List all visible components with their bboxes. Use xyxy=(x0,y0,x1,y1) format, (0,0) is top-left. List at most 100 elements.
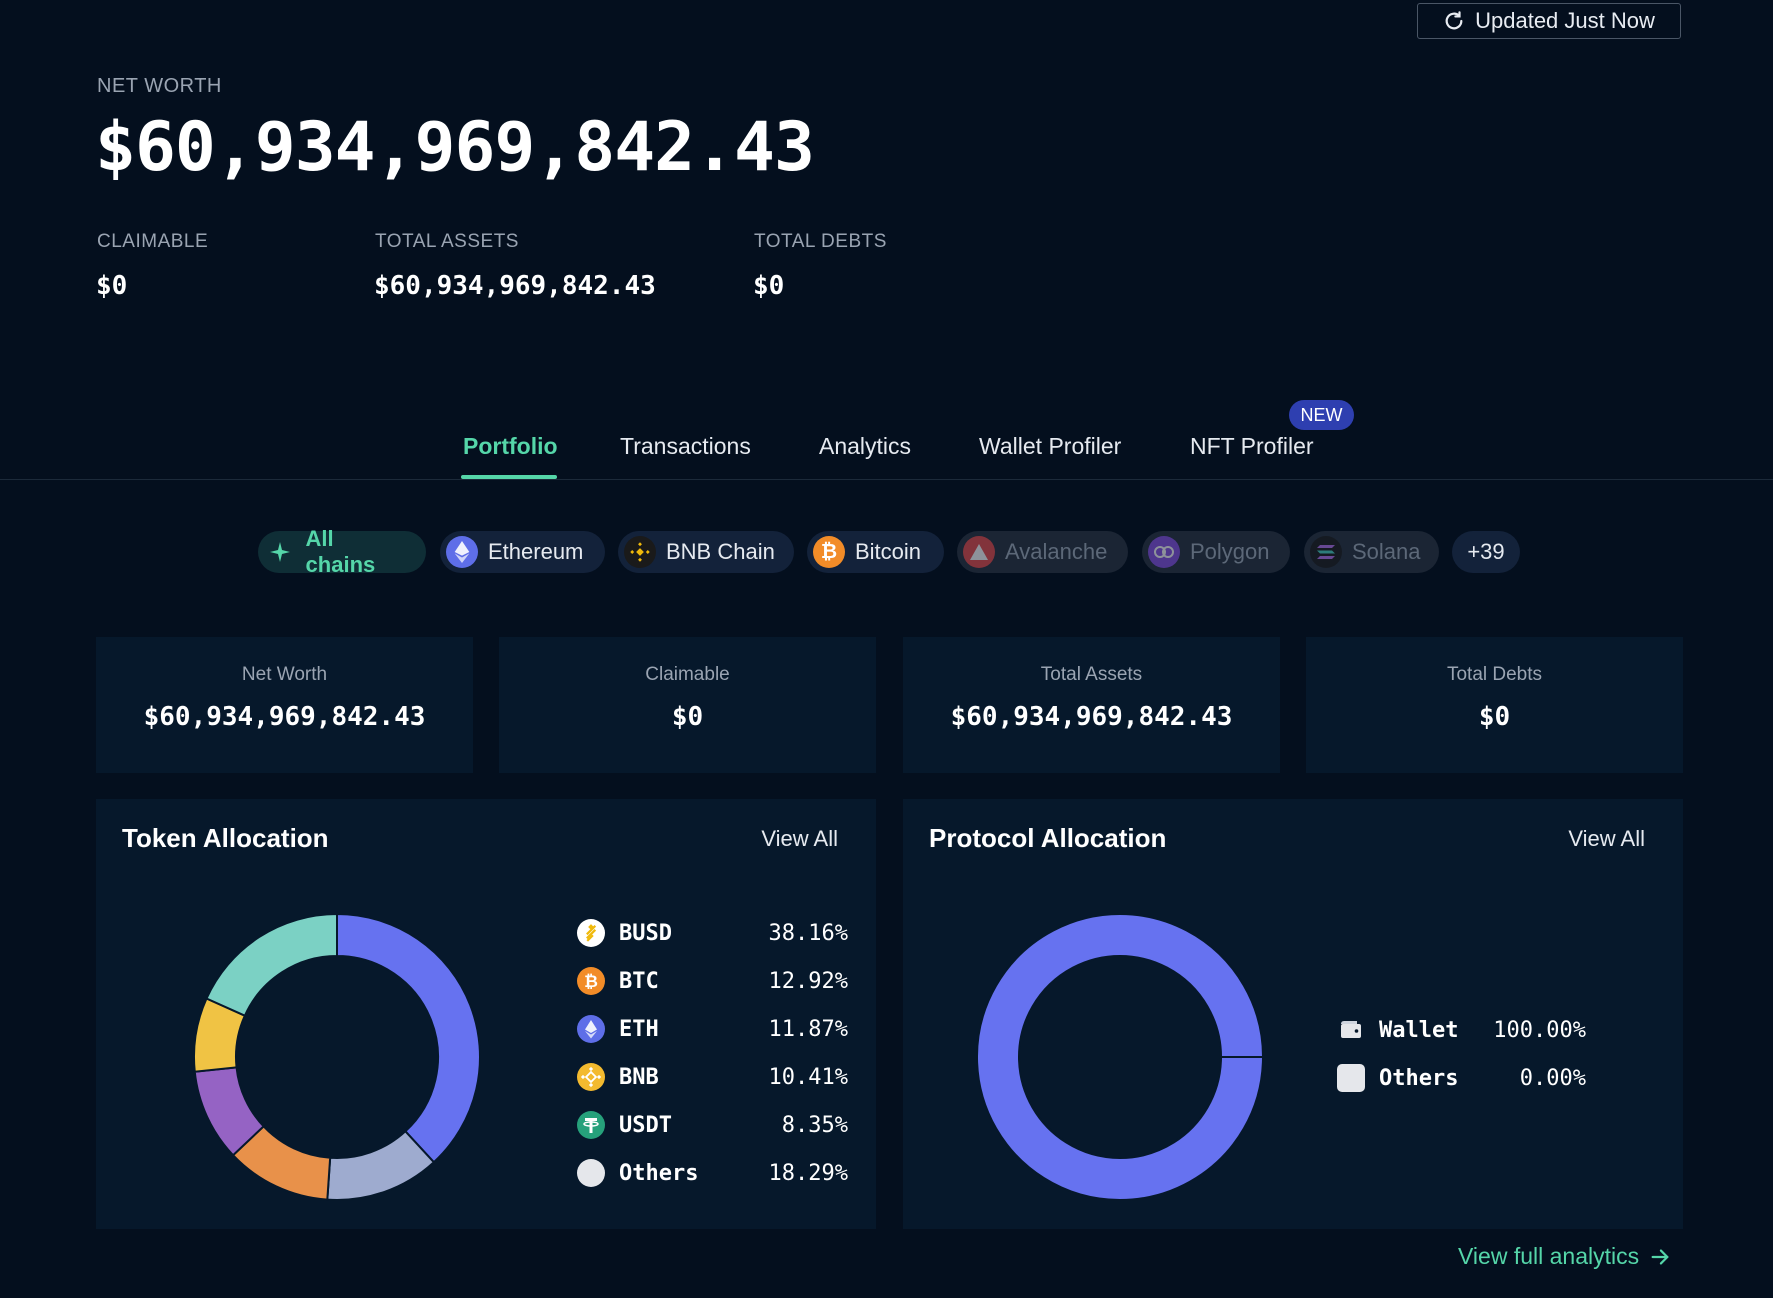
updated-just-now-button[interactable]: Updated Just Now xyxy=(1417,3,1681,39)
summary-card-total-debts: Total Debts $0 xyxy=(1306,637,1683,773)
view-full-analytics-label: View full analytics xyxy=(1458,1243,1640,1269)
token-allocation-donut xyxy=(193,912,481,1201)
legend-name: BUSD xyxy=(619,920,672,946)
view-full-analytics-link[interactable]: View full analytics xyxy=(1458,1243,1671,1270)
refresh-icon xyxy=(1445,11,1463,30)
summary-value: $0 xyxy=(671,702,704,732)
protocol-allocation-panel: Protocol Allocation View All Wallet 100.0… xyxy=(903,799,1683,1229)
busd-icon xyxy=(577,919,605,947)
token-slice-busd[interactable] xyxy=(336,912,481,1164)
wallet-icon xyxy=(1337,1016,1365,1044)
summary-label: Total Debts xyxy=(1446,664,1543,685)
protocol-slice-wallet[interactable] xyxy=(976,913,1264,1201)
tab-nft-profiler[interactable]: NFT Profiler xyxy=(1190,433,1314,459)
tab-portfolio[interactable]: Portfolio xyxy=(463,433,558,459)
bitcoin-icon: ₿ xyxy=(813,536,845,568)
summary-label: Total Assets xyxy=(1040,664,1143,685)
summary-card-claimable: Claimable $0 xyxy=(499,637,876,773)
updated-label: Updated Just Now xyxy=(1475,8,1655,33)
avalanche-icon xyxy=(963,536,995,568)
token-legend-item-usdt: USDT 8.35% xyxy=(577,1110,848,1140)
total-debts-value: $0 xyxy=(753,271,785,301)
legend-name: BNB xyxy=(619,1064,659,1090)
chain-label: Ethereum xyxy=(488,539,584,564)
protocol-allocation-view-all-link[interactable]: View All xyxy=(1568,826,1645,851)
summary-value: $0 xyxy=(1478,702,1511,732)
chain-chip-avalanche[interactable]: Avalanche xyxy=(957,531,1128,573)
total-assets-value: $60,934,969,842.43 xyxy=(374,271,656,301)
legend-percent: 11.87% xyxy=(768,1016,848,1042)
polygon-icon xyxy=(1148,536,1180,568)
tab-wallet-profiler[interactable]: Wallet Profiler xyxy=(979,433,1122,459)
chain-chip-all-chains[interactable]: All chains xyxy=(258,526,426,577)
summary-card-net-worth: Net Worth $60,934,969,842.43 xyxy=(96,637,473,773)
token-allocation-title: Token Allocation xyxy=(122,823,329,853)
protocol-legend-item-wallet: Wallet 100.00% xyxy=(1337,1015,1586,1045)
tabs-divider xyxy=(0,479,1773,480)
bnb-icon xyxy=(577,1063,605,1091)
net-worth-value: $60,934,969,842.43 xyxy=(95,108,815,187)
summary-card-total-assets: Total Assets $60,934,969,842.43 xyxy=(903,637,1280,773)
token-legend-item-bnb: BNB 10.41% xyxy=(577,1062,848,1092)
ethereum-icon xyxy=(446,536,478,568)
chain-label: Polygon xyxy=(1190,539,1270,564)
bnb-chain-icon xyxy=(624,536,656,568)
claimable-caption: CLAIMABLE xyxy=(97,231,209,252)
protocol-allocation-donut xyxy=(976,913,1264,1201)
legend-percent: 38.16% xyxy=(768,920,848,946)
legend-percent: 0.00% xyxy=(1519,1065,1586,1091)
total-assets-caption: TOTAL ASSETS xyxy=(375,231,519,252)
summary-label: Claimable xyxy=(645,664,730,685)
legend-percent: 100.00% xyxy=(1493,1017,1586,1043)
new-badge: NEW xyxy=(1289,400,1354,430)
legend-name: Others xyxy=(1379,1065,1459,1091)
token-legend-item-eth: ETH 11.87% xyxy=(577,1014,848,1044)
chain-label: Bitcoin xyxy=(855,539,922,564)
legend-percent: 10.41% xyxy=(768,1064,848,1090)
token-legend-item-busd: BUSD 38.16% xyxy=(577,918,848,948)
more-chains-label: +39 xyxy=(1467,539,1505,564)
legend-name: BTC xyxy=(619,968,659,994)
token-legend-item-others: Others 18.29% xyxy=(577,1158,848,1188)
net-worth-caption: NET WORTH xyxy=(97,75,222,97)
token-allocation-view-all-link[interactable]: View All xyxy=(761,826,838,851)
claimable-value: $0 xyxy=(96,271,128,301)
token-legend-item-btc: ₿ BTC 12.92% xyxy=(577,966,848,996)
total-debts-caption: TOTAL DEBTS xyxy=(754,231,887,252)
chain-chip-ethereum[interactable]: Ethereum xyxy=(440,531,605,573)
chain-label: BNB Chain xyxy=(666,539,775,564)
svg-text:₿: ₿ xyxy=(584,972,598,992)
tab-analytics[interactable]: Analytics xyxy=(819,433,912,459)
ethereum-icon xyxy=(577,1015,605,1043)
arrow-right-icon xyxy=(1651,1248,1669,1265)
tether-icon xyxy=(577,1111,605,1139)
legend-percent: 18.29% xyxy=(768,1160,848,1186)
protocol-allocation-title: Protocol Allocation xyxy=(929,823,1167,853)
token-slice-others[interactable] xyxy=(205,912,338,1017)
legend-name: ETH xyxy=(619,1016,659,1042)
legend-name: Others xyxy=(619,1160,699,1186)
summary-label: Net Worth xyxy=(241,664,328,685)
tab-transactions[interactable]: Transactions xyxy=(620,433,751,459)
others-icon xyxy=(1337,1064,1365,1092)
legend-percent: 8.35% xyxy=(781,1112,848,1138)
token-allocation-panel: Token Allocation View All BUSD 38.16% ₿ BTC… xyxy=(96,799,876,1229)
summary-value: $60,934,969,842.43 xyxy=(950,702,1233,732)
active-tab-indicator xyxy=(461,475,557,479)
legend-name: Wallet xyxy=(1379,1017,1459,1043)
chain-label: All chains xyxy=(305,526,376,577)
others-icon xyxy=(577,1159,605,1187)
legend-percent: 12.92% xyxy=(768,968,848,994)
chain-chip-polygon[interactable]: Polygon xyxy=(1142,531,1290,573)
sparkle-icon xyxy=(264,536,296,568)
legend-name: USDT xyxy=(619,1112,672,1138)
summary-value: $60,934,969,842.43 xyxy=(143,702,426,732)
chain-chip-bnb-chain[interactable]: BNB Chain xyxy=(618,531,794,573)
protocol-legend-item-others: Others 0.00% xyxy=(1337,1063,1586,1093)
chain-chip-solana[interactable]: Solana xyxy=(1304,531,1439,573)
chain-label: Solana xyxy=(1352,539,1421,564)
solana-icon xyxy=(1310,536,1342,568)
chain-chip-more[interactable]: +39 xyxy=(1452,531,1520,573)
bitcoin-icon: ₿ xyxy=(577,967,605,995)
chain-chip-bitcoin[interactable]: ₿ Bitcoin xyxy=(807,531,944,573)
